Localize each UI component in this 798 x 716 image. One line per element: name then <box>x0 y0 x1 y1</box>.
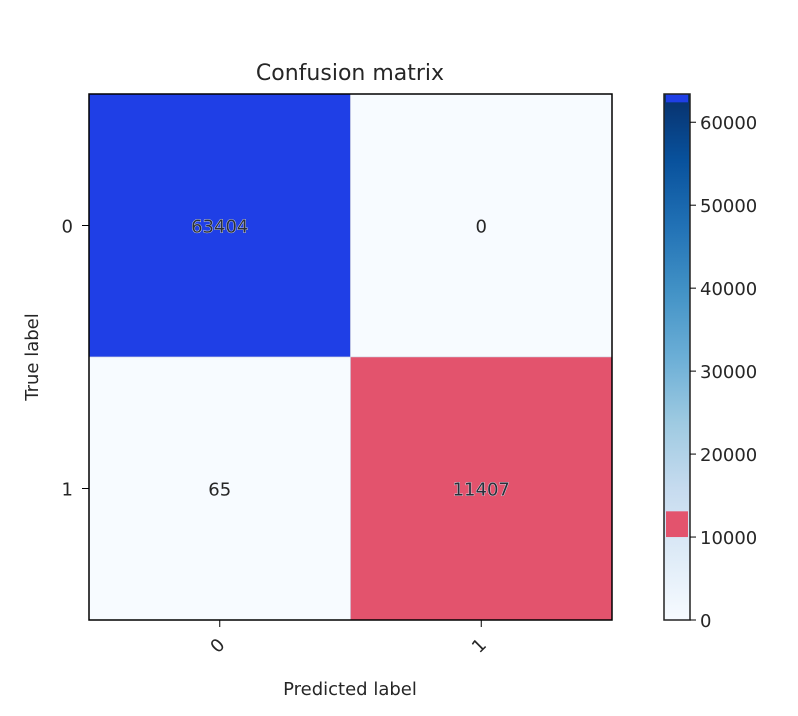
y-axis-label: True label <box>22 313 43 402</box>
x-tick-label: 0 <box>206 635 229 658</box>
colorbar-tick-label: 20000 <box>700 445 757 466</box>
matrix-cell <box>350 356 613 621</box>
colorbar-tick-label: 40000 <box>700 279 757 300</box>
cell-value-label: 63404 <box>191 217 248 238</box>
y-tick-label: 1 <box>62 480 73 501</box>
plot-frame <box>88 93 613 621</box>
matrix-cell <box>88 356 351 621</box>
colorbar-gradient <box>664 94 690 620</box>
x-tick-label: 1 <box>468 635 491 658</box>
colorbar-highlight <box>666 511 688 538</box>
matrix-cell <box>350 93 613 358</box>
colorbar-tick-label: 30000 <box>700 362 757 383</box>
x-axis-label: Predicted label <box>283 679 417 700</box>
colorbar-highlight <box>666 94 688 103</box>
matrix-cell <box>88 93 351 358</box>
colorbar-tick-label: 10000 <box>700 528 757 549</box>
colorbar-tick-label: 60000 <box>700 113 757 134</box>
colorbar-tick-label: 50000 <box>700 196 757 217</box>
chart-title: Confusion matrix <box>256 61 444 86</box>
cell-value-label: 11407 <box>453 480 510 501</box>
y-tick-label: 0 <box>62 217 73 238</box>
colorbar-frame <box>663 93 691 621</box>
colorbar-tick-label: 0 <box>700 611 711 632</box>
cell-value-label: 65 <box>208 480 231 501</box>
cell-value-label: 0 <box>476 217 487 238</box>
